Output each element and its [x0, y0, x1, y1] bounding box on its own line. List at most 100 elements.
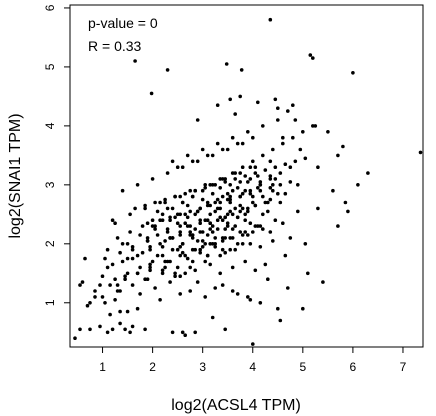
data-point — [165, 227, 170, 231]
data-point — [135, 253, 140, 258]
data-point — [198, 247, 202, 252]
data-point — [125, 242, 130, 246]
data-point — [173, 274, 177, 279]
data-point — [246, 233, 250, 237]
data-point — [200, 230, 205, 234]
data-point — [188, 224, 192, 228]
data-point — [291, 135, 295, 140]
data-point — [130, 256, 135, 261]
data-point — [193, 212, 197, 217]
data-point — [210, 191, 215, 196]
data-point — [225, 191, 230, 196]
data-point — [225, 147, 230, 152]
data-point — [198, 230, 202, 234]
data-point — [135, 306, 140, 311]
data-point — [246, 206, 250, 211]
data-point — [198, 250, 202, 255]
data-point — [220, 239, 225, 243]
y-tick-label: 5 — [43, 63, 57, 70]
data-point — [215, 141, 220, 146]
data-point — [105, 330, 110, 335]
data-point — [115, 289, 120, 293]
data-point — [185, 256, 190, 261]
data-point — [185, 215, 190, 220]
data-point — [118, 289, 122, 293]
data-point — [246, 130, 250, 134]
data-point — [135, 271, 140, 276]
data-point — [113, 221, 117, 225]
data-point — [261, 194, 265, 199]
data-point — [130, 283, 135, 287]
data-point — [180, 242, 185, 246]
data-point — [258, 301, 263, 305]
data-point — [210, 153, 215, 158]
data-point — [158, 218, 162, 222]
data-point — [208, 203, 212, 208]
data-point — [230, 171, 235, 175]
data-point — [311, 56, 315, 60]
data-point — [208, 183, 212, 187]
data-point — [271, 239, 275, 243]
data-point — [188, 265, 192, 270]
p-value-annotation: p-value = 0 — [88, 15, 158, 31]
data-point — [253, 165, 258, 169]
data-point — [225, 212, 230, 217]
data-point — [120, 259, 125, 264]
data-point — [180, 200, 185, 205]
data-point — [158, 242, 162, 246]
data-point — [215, 227, 220, 231]
data-point — [130, 247, 135, 252]
data-point — [85, 303, 90, 308]
data-point — [210, 242, 215, 246]
x-tick-label: 7 — [400, 360, 407, 374]
x-tick-label: 6 — [350, 360, 357, 374]
data-point — [288, 180, 293, 184]
x-axis-title: log2(ACSL4 TPM) — [171, 397, 301, 414]
data-point — [110, 327, 115, 332]
data-point — [170, 206, 175, 211]
data-point — [258, 224, 263, 228]
data-point — [198, 221, 202, 225]
data-point — [228, 200, 232, 205]
data-point — [228, 183, 232, 187]
data-point — [225, 197, 230, 202]
data-point — [261, 227, 265, 231]
data-point — [248, 242, 253, 246]
data-point — [283, 253, 288, 258]
data-point — [88, 327, 92, 332]
data-point — [301, 130, 305, 134]
data-point — [138, 265, 142, 270]
data-point — [123, 327, 127, 332]
data-point — [253, 171, 258, 175]
data-point — [233, 224, 237, 228]
data-points — [73, 17, 423, 346]
x-tick-label: 2 — [149, 360, 156, 374]
x-tick-label: 4 — [249, 360, 256, 374]
data-point — [356, 183, 360, 187]
data-point — [281, 141, 285, 146]
data-point — [230, 265, 235, 270]
data-point — [336, 224, 340, 228]
data-point — [278, 183, 283, 187]
data-point — [223, 215, 227, 220]
data-point — [366, 171, 370, 175]
data-point — [153, 200, 157, 205]
data-point — [160, 212, 165, 217]
data-point — [235, 292, 240, 296]
data-point — [120, 188, 125, 193]
data-point — [238, 203, 242, 208]
data-point — [243, 188, 247, 193]
data-point — [183, 191, 187, 196]
data-point — [303, 156, 308, 161]
data-point — [286, 109, 290, 113]
data-point — [160, 218, 165, 222]
data-point — [208, 227, 212, 231]
r-annotation: R = 0.33 — [88, 38, 142, 54]
data-point — [343, 200, 348, 205]
data-point — [175, 247, 180, 252]
data-point — [168, 218, 172, 222]
data-point — [195, 280, 200, 284]
data-point — [233, 247, 237, 252]
data-point — [208, 221, 212, 225]
data-point — [215, 197, 220, 202]
